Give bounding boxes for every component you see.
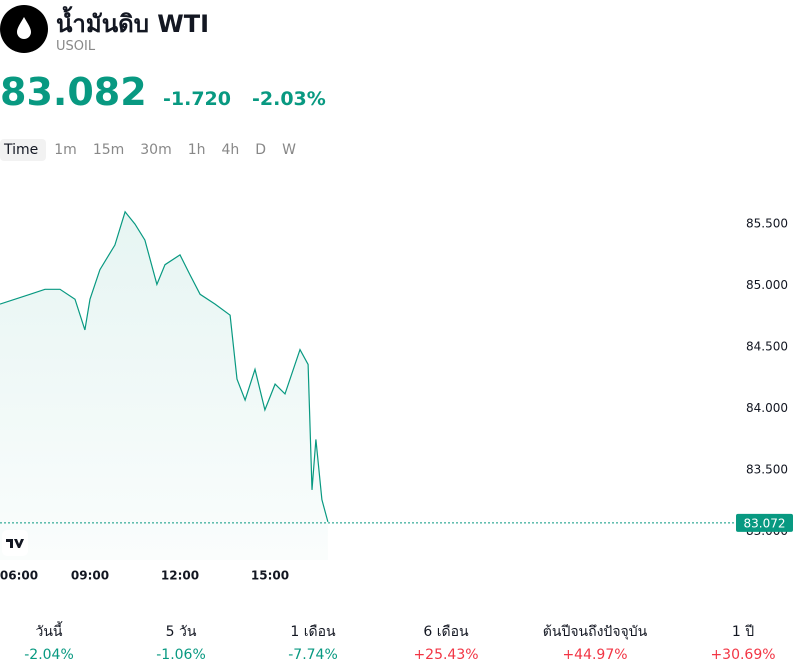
- symbol: USOIL: [56, 39, 96, 54]
- timeframe-tab[interactable]: Time: [0, 139, 47, 161]
- timeframe-tab[interactable]: 30m: [140, 142, 172, 158]
- timeframe-tab[interactable]: 1h: [187, 142, 206, 158]
- stat-label: วันนี้: [35, 624, 63, 640]
- x-tick-label: 12:00: [161, 569, 199, 583]
- price: 83.082: [0, 70, 147, 114]
- tv-logo: [2, 530, 28, 556]
- stat-label: 6 เดือน: [423, 624, 469, 640]
- y-tick-label: 85.500: [746, 217, 788, 231]
- stat: ต้นปีจนถึงปัจจุบัน +44.97%: [525, 621, 665, 663]
- stat: 6 เดือน +25.43%: [376, 621, 516, 663]
- timeframe-tab[interactable]: 1m: [54, 142, 77, 158]
- last-price-box: [736, 513, 793, 532]
- timeframe-tab[interactable]: 4h: [221, 142, 240, 158]
- stat: 5 วัน -1.06%: [111, 621, 251, 663]
- stat-value: +30.69%: [710, 647, 776, 663]
- symbol-icon: [0, 5, 48, 53]
- price-line: [0, 210, 329, 523]
- timeframe-tab[interactable]: W: [282, 142, 296, 158]
- stat-value: -7.74%: [288, 647, 338, 663]
- stat-label: 1 ปี: [731, 624, 755, 640]
- title: น้ำมันดิบ WTI: [56, 10, 210, 38]
- area: [0, 211, 328, 561]
- change-percent: -2.03%: [252, 88, 326, 110]
- change: -1.720: [163, 88, 231, 110]
- stat: วันนี้ -2.04%: [0, 621, 119, 663]
- stat-value: -1.06%: [156, 647, 206, 663]
- y-tick-label: 83.500: [746, 463, 788, 477]
- timeframe-tabs: Time 1m 15m 30m 1h 4h D W: [0, 139, 304, 161]
- timeframe-tab[interactable]: D: [255, 142, 267, 158]
- stat-value: +25.43%: [413, 647, 479, 663]
- chart: 83.00083.50084.00084.50085.00085.50006:0…: [0, 210, 793, 583]
- last-price-label: 83.072: [744, 516, 786, 530]
- stat: 1 ปี +30.69%: [673, 621, 800, 663]
- timeframe-tab[interactable]: 15m: [92, 142, 125, 158]
- x-tick-label: 15:00: [251, 569, 289, 583]
- stat-value: +44.97%: [562, 647, 628, 663]
- y-tick-label: 84.000: [746, 401, 788, 415]
- stat-label: ต้นปีจนถึงปัจจุบัน: [542, 624, 648, 640]
- stat-value: -2.04%: [24, 647, 74, 663]
- stat-label: 1 เดือน: [290, 624, 336, 640]
- y-tick-label: 85.000: [746, 278, 788, 292]
- x-tick-label: 06:00: [0, 569, 38, 583]
- y-tick-label: 84.500: [746, 340, 788, 354]
- stat: 1 เดือน -7.74%: [243, 621, 383, 663]
- stat-label: 5 วัน: [165, 624, 197, 640]
- x-tick-label: 09:00: [71, 569, 109, 583]
